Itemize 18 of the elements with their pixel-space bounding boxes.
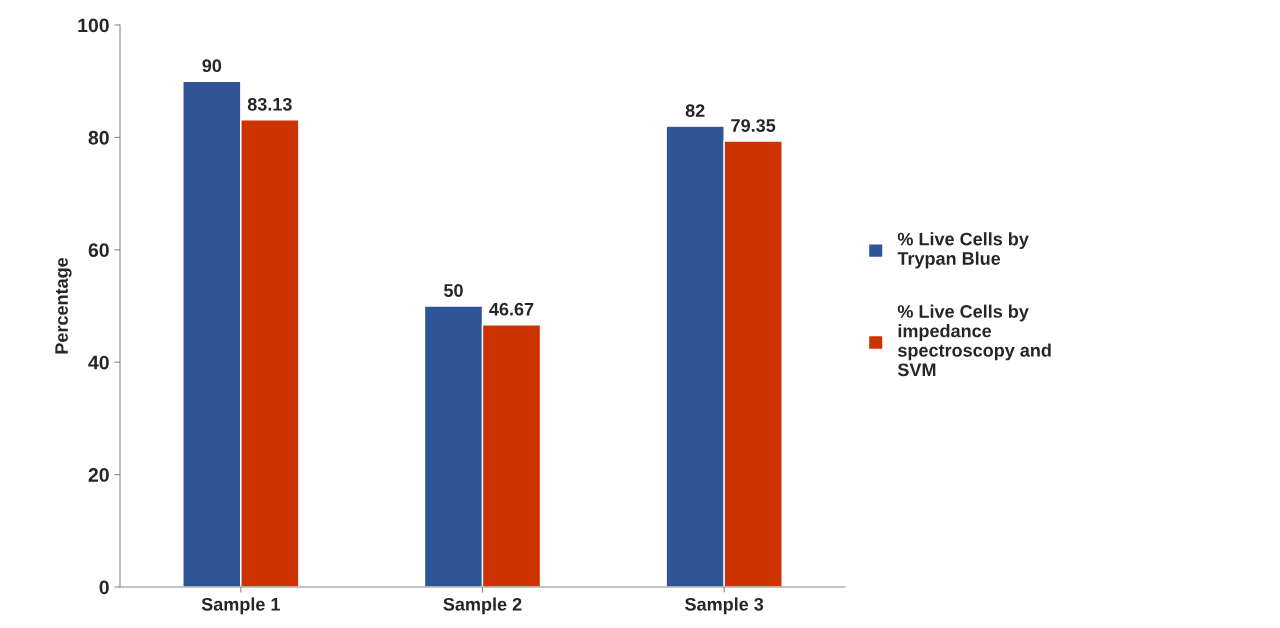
x-tick-label: Sample 2 bbox=[443, 597, 522, 615]
y-tick-label: 0 bbox=[99, 580, 109, 595]
y-axis-title: Percentage bbox=[55, 257, 72, 354]
data-label: 50 bbox=[444, 284, 463, 297]
y-tick-label: 20 bbox=[88, 468, 109, 482]
legend-label: % Live Cells by Trypan Blue bbox=[897, 232, 1029, 269]
data-label: 82 bbox=[685, 104, 705, 118]
y-tick-label: 100 bbox=[78, 18, 109, 33]
x-tick-label: Sample 1 bbox=[201, 597, 280, 615]
x-tick-label: Sample 3 bbox=[685, 597, 764, 615]
data-label: 83.13 bbox=[247, 97, 292, 111]
data-label: 79.35 bbox=[731, 119, 776, 132]
y-tick-label: 40 bbox=[88, 355, 109, 370]
y-tick-label: 80 bbox=[88, 130, 109, 145]
data-label: 90 bbox=[202, 59, 222, 73]
data-label: 46.67 bbox=[489, 302, 534, 316]
legend-label: % Live Cells by impedance spectroscopy and SVM bbox=[897, 304, 1051, 377]
y-tick-label: 60 bbox=[88, 243, 109, 258]
